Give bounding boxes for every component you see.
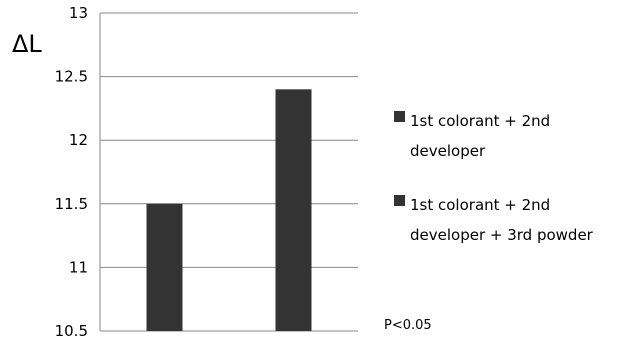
legend-item-series-1: 1st colorant + 2nd developer [394, 106, 616, 166]
y-tick-label: 11.5 [55, 195, 88, 213]
y-tick-labels: 10.5 11 11.5 12 12.5 13 [55, 4, 88, 340]
bars [146, 89, 312, 331]
bar-series-2 [275, 89, 312, 331]
gridlines [100, 12, 358, 332]
legend: 1st colorant + 2nd developer 1st coloran… [394, 106, 616, 274]
legend-label: 1st colorant + 2nd developer [410, 112, 551, 160]
y-tick-label: 12 [69, 131, 88, 149]
y-tick-label: 11 [69, 258, 88, 276]
bar-series-1 [146, 203, 183, 331]
legend-label: 1st colorant + 2nd developer + 3rd powde… [410, 196, 593, 244]
legend-swatch [394, 111, 405, 122]
y-tick-label: 13 [69, 4, 88, 22]
significance-annotation: P<0.05 [384, 318, 432, 333]
y-tick-label: 10.5 [55, 322, 88, 340]
legend-swatch [394, 195, 405, 206]
y-tick-label: 12.5 [55, 68, 88, 86]
y-axis-label: ΔL [12, 30, 42, 58]
legend-item-series-2: 1st colorant + 2nd developer + 3rd powde… [394, 190, 616, 250]
